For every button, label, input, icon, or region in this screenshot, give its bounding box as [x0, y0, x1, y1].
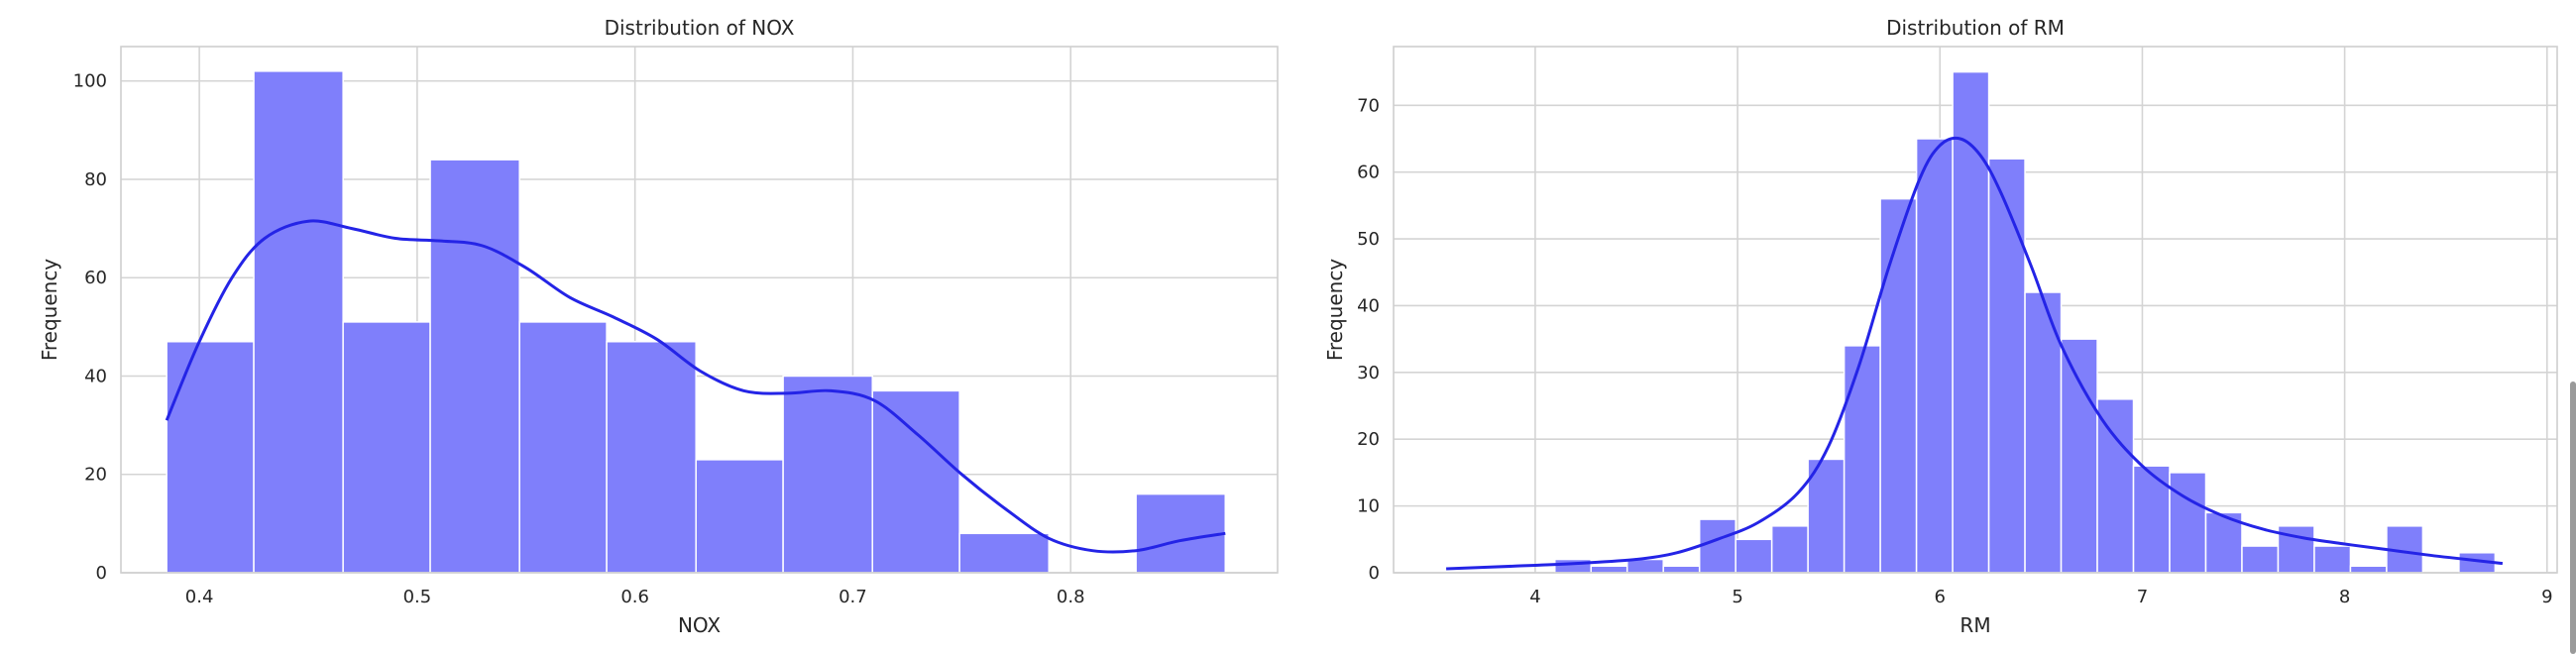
- nox-bar: [253, 70, 344, 574]
- nox-bar: [871, 389, 960, 574]
- rm-ytick-label: 70: [1357, 95, 1380, 116]
- nox-ytick-label: 100: [73, 71, 107, 92]
- rm-bar: [1843, 345, 1881, 574]
- rm-kde-line: [1446, 136, 2504, 571]
- rm-xtick-label: 8: [2339, 587, 2350, 607]
- rm-ytick-label: 50: [1357, 229, 1380, 250]
- nox-bar: [606, 341, 697, 574]
- rm-bar: [2024, 291, 2063, 574]
- nox-xtick-label: 0.6: [620, 587, 649, 607]
- nox-chart-title: Distribution of NOX: [605, 16, 795, 40]
- rm-bar: [1698, 518, 1736, 574]
- nox-plot-frame: [120, 46, 1279, 574]
- nox-xtick-label: 0.7: [839, 587, 867, 607]
- nox-histogram-panel: 0.4 0.5 0.6 0.7 0.8 0 20 40 60 80 100 Distribution …: [38, 16, 1279, 637]
- rm-x-axis-label: RM: [1960, 613, 1990, 637]
- rm-bar: [2169, 472, 2207, 574]
- rm-ytick-label: 60: [1357, 163, 1380, 183]
- vertical-scrollbar[interactable]: [2570, 382, 2576, 654]
- rm-bar: [2096, 398, 2135, 574]
- nox-bar: [166, 341, 255, 574]
- rm-bar: [1952, 70, 1990, 574]
- rm-ytick-label: 10: [1357, 496, 1380, 517]
- nox-bar: [1135, 492, 1227, 574]
- nox-xtick-label: 0.8: [1057, 587, 1085, 607]
- rm-bar: [1770, 525, 1809, 574]
- nox-x-axis-label: NOX: [678, 613, 721, 637]
- rm-ytick-label: 30: [1357, 363, 1380, 383]
- nox-histogram-chart: 0.4 0.5 0.6 0.7 0.8 0 20 40 60 80 100 Distribution …: [38, 16, 1279, 637]
- nox-ytick-label: 40: [84, 366, 107, 386]
- rm-xtick-label: 7: [2137, 587, 2148, 607]
- rm-ytick-label: 40: [1357, 295, 1380, 316]
- rm-chart-title: Distribution of RM: [1886, 16, 2065, 40]
- rm-xtick-label: 5: [1732, 587, 1742, 607]
- rm-ytick-label: 0: [1369, 563, 1380, 584]
- nox-bar: [958, 532, 1050, 574]
- rm-y-axis-label: Frequency: [1323, 259, 1347, 361]
- nox-bar: [429, 159, 520, 574]
- nox-ytick-label: 60: [84, 268, 107, 288]
- rm-bar: [2349, 565, 2388, 574]
- rm-xtick-label: 4: [1529, 587, 1540, 607]
- nox-y-axis-label: Frequency: [38, 259, 61, 361]
- rm-plot-frame: [1393, 46, 2558, 574]
- rm-bar: [2060, 338, 2098, 574]
- rm-bar: [1625, 558, 1664, 574]
- rm-ytick-label: 20: [1357, 429, 1380, 450]
- rm-bar: [2204, 511, 2243, 574]
- nox-ytick-label: 20: [84, 465, 107, 486]
- rm-bar: [2241, 545, 2280, 574]
- rm-bar: [1807, 458, 1846, 574]
- nox-kde-line: [165, 219, 1226, 554]
- rm-xtick-label: 9: [2541, 587, 2552, 607]
- rm-histogram-chart: 4 5 6 7 8 9 0 10 20 30 40 50 60 70 Distribution of RM R…: [1323, 16, 2558, 637]
- nox-bar: [695, 459, 784, 574]
- rm-bar: [1590, 565, 1628, 574]
- rm-bar: [2313, 545, 2352, 574]
- rm-xtick-label: 6: [1935, 587, 1946, 607]
- nox-ytick-label: 80: [84, 169, 107, 190]
- nox-xtick-label: 0.4: [185, 587, 214, 607]
- nox-bar: [342, 321, 431, 574]
- rm-bar: [1879, 197, 1918, 574]
- nox-bar: [518, 321, 608, 574]
- rm-histogram-panel: 4 5 6 7 8 9 0 10 20 30 40 50 60 70 Distribution of RM R…: [1288, 0, 2576, 654]
- rm-bar: [1915, 138, 1954, 574]
- rm-bar: [1662, 565, 1701, 574]
- nox-bar: [782, 375, 873, 574]
- nox-xtick-label: 0.5: [403, 587, 432, 607]
- rm-bar: [1987, 158, 2026, 574]
- rm-bar: [1735, 538, 1773, 574]
- nox-ytick-label: 0: [96, 563, 107, 584]
